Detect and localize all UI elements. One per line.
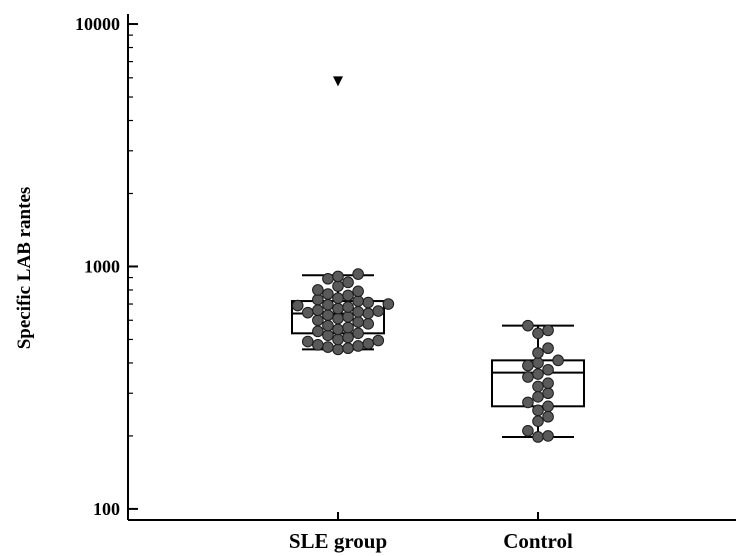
x-axis-ticks: SLE group Control <box>289 512 573 553</box>
data-point <box>542 387 554 400</box>
data-point <box>532 431 544 443</box>
data-point <box>322 341 334 353</box>
data-point <box>542 377 554 390</box>
x-category-label: SLE group <box>289 529 387 553</box>
data-point <box>362 296 375 309</box>
data-point <box>542 400 554 413</box>
data-point <box>542 430 554 442</box>
data-point <box>522 319 534 332</box>
data-point <box>322 329 334 342</box>
data-point <box>542 363 554 376</box>
data-point <box>301 335 314 348</box>
outlier-marker <box>333 76 343 87</box>
data-point <box>332 343 344 356</box>
data-point <box>332 280 344 292</box>
data-point <box>532 415 544 428</box>
data-point <box>552 354 564 367</box>
data-point <box>312 293 324 306</box>
data-point <box>342 276 354 289</box>
data-point <box>532 404 544 417</box>
y-tick-label: 1000 <box>84 256 120 276</box>
data-point <box>301 306 314 319</box>
data-point <box>342 342 354 355</box>
data-point <box>291 299 304 312</box>
data-point <box>312 339 324 351</box>
data-point <box>342 331 354 344</box>
data-point <box>532 368 544 380</box>
data-point <box>352 268 364 280</box>
data-point <box>312 325 324 338</box>
data-point <box>532 380 544 393</box>
data-point <box>372 305 385 317</box>
data-point <box>362 337 375 350</box>
data-point <box>332 312 344 325</box>
data-point <box>322 319 334 332</box>
data-point <box>372 334 385 347</box>
data-point <box>352 306 364 318</box>
data-point <box>532 347 544 359</box>
data-point <box>322 309 334 321</box>
data-point <box>352 316 364 328</box>
data-point <box>362 307 375 320</box>
data-point <box>532 391 544 403</box>
data-point <box>522 424 534 437</box>
data-point <box>332 292 344 304</box>
data-point <box>352 327 364 340</box>
data-point <box>542 342 554 355</box>
data-point <box>332 333 344 346</box>
y-axis-ticks: 100 1000 10000 <box>75 14 138 519</box>
data-point <box>522 359 534 372</box>
data-point <box>322 272 334 285</box>
data-point <box>312 284 324 296</box>
data-point <box>332 270 344 283</box>
data-point <box>522 371 534 383</box>
data-point <box>532 327 544 340</box>
y-tick-label: 10000 <box>75 14 120 34</box>
data-point <box>362 318 375 330</box>
data-points <box>291 268 564 443</box>
data-point <box>342 311 354 323</box>
data-point <box>312 304 324 317</box>
data-point <box>352 295 364 307</box>
data-point <box>312 314 324 327</box>
data-point <box>532 357 544 369</box>
data-point <box>352 340 364 352</box>
data-point <box>352 285 364 298</box>
x-category-label: Control <box>503 529 573 553</box>
y-tick-label: 100 <box>93 499 120 519</box>
data-point <box>382 298 395 310</box>
data-point <box>322 298 334 311</box>
data-point <box>342 321 354 334</box>
data-point <box>342 301 354 313</box>
data-point <box>322 288 334 300</box>
data-point <box>332 323 344 336</box>
data-point <box>522 396 534 409</box>
data-point <box>542 324 554 337</box>
data-point <box>332 302 344 315</box>
data-point <box>342 289 354 302</box>
y-axis-title: Specific LAB rantes <box>14 187 35 350</box>
data-point <box>542 410 554 423</box>
